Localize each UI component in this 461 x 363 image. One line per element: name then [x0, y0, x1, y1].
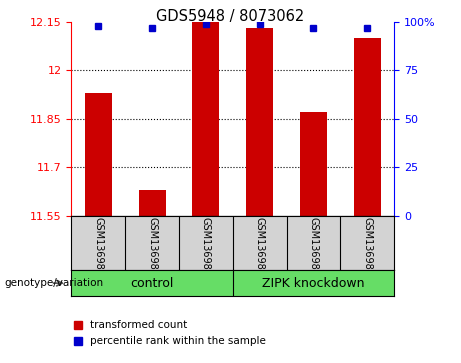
Text: GSM1369858: GSM1369858: [201, 217, 211, 282]
Bar: [193, 22, 219, 216]
Bar: [354, 38, 381, 216]
Text: GSM1369864: GSM1369864: [362, 217, 372, 282]
Bar: [246, 28, 273, 216]
Bar: [139, 190, 165, 216]
Text: transformed count: transformed count: [90, 320, 187, 330]
Text: ZIPK knockdown: ZIPK knockdown: [262, 277, 365, 290]
Text: genotype/variation: genotype/variation: [5, 278, 104, 288]
Text: GSM1369856: GSM1369856: [93, 217, 103, 282]
Bar: [300, 113, 327, 216]
Bar: [85, 93, 112, 216]
Text: control: control: [130, 277, 174, 290]
Text: GSM1369857: GSM1369857: [147, 217, 157, 282]
Text: GSM1369863: GSM1369863: [308, 217, 319, 282]
Text: GSM1369862: GSM1369862: [254, 217, 265, 282]
Text: GDS5948 / 8073062: GDS5948 / 8073062: [156, 9, 305, 24]
Text: percentile rank within the sample: percentile rank within the sample: [90, 336, 266, 346]
